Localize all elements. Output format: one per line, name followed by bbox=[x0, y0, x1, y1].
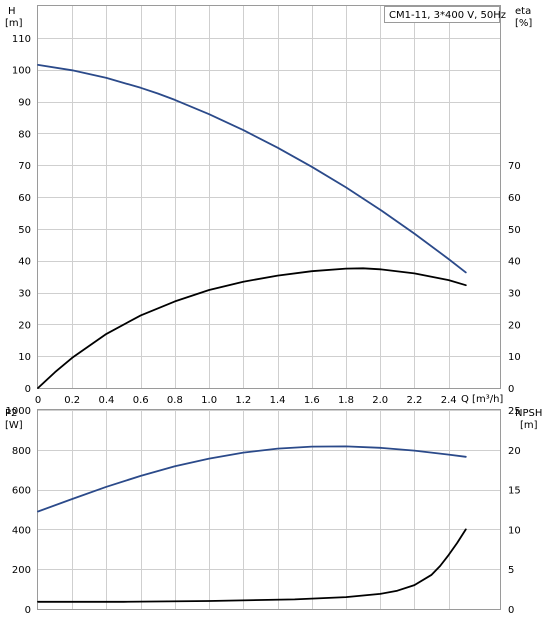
upper-left-tick-label: 40 bbox=[18, 257, 31, 268]
lower-right-tick-label: 10 bbox=[508, 525, 521, 536]
npsh-axis-title: NPSH bbox=[515, 408, 542, 419]
x-tick-label: 1.0 bbox=[201, 395, 217, 406]
lower-panel-series bbox=[37, 445, 467, 603]
upper-left-tick-label: 0 bbox=[25, 384, 31, 395]
lower-panel-ticks: 0 200 400 600 800 1000 0 5 10 15 20 25 bbox=[6, 406, 521, 616]
x-tick-label: 2.4 bbox=[441, 395, 457, 406]
upper-right-tick-label: 70 bbox=[508, 161, 521, 172]
lower-series-line-2 bbox=[37, 528, 467, 603]
x-tick-label: 1.8 bbox=[338, 395, 354, 406]
lower-right-tick-label: 5 bbox=[508, 565, 514, 576]
lower-right-tick-label: 15 bbox=[508, 486, 521, 497]
upper-right-tick-label: 10 bbox=[508, 352, 521, 363]
upper-panel-frame bbox=[37, 5, 501, 389]
upper-left-tick-label: 60 bbox=[18, 193, 31, 204]
legend-label: CM1-11, 3*400 V, 50Hz bbox=[389, 10, 506, 21]
flow-axis-title: Q [m³/h] bbox=[461, 394, 503, 405]
x-tick-label: 1.2 bbox=[235, 395, 251, 406]
lower-left-tick-label: 200 bbox=[12, 565, 31, 576]
lower-right-tick-label: 20 bbox=[508, 446, 521, 457]
head-axis-unit: [m] bbox=[5, 18, 23, 29]
power-axis-title: P2 bbox=[5, 408, 17, 419]
x-tick-label: 0.6 bbox=[133, 395, 149, 406]
x-tick-label: 0 bbox=[35, 395, 41, 406]
upper-left-tick-label: 90 bbox=[18, 98, 31, 109]
lower-left-tick-label: 800 bbox=[12, 446, 31, 457]
legend-box: CM1-11, 3*400 V, 50Hz bbox=[384, 6, 506, 23]
upper-left-tick-label: 30 bbox=[18, 289, 31, 300]
upper-left-tick-label: 50 bbox=[18, 225, 31, 236]
x-tick-label: 2.0 bbox=[372, 395, 388, 406]
lower-panel-frame bbox=[37, 409, 501, 610]
upper-right-tick-label: 50 bbox=[508, 225, 521, 236]
upper-left-tick-label: 20 bbox=[18, 320, 31, 331]
upper-left-tick-label: 80 bbox=[18, 129, 31, 140]
upper-left-tick-label: 100 bbox=[12, 66, 31, 77]
lower-panel-grid bbox=[38, 410, 500, 609]
upper-right-tick-label: 40 bbox=[508, 257, 521, 268]
lower-right-tick-label: 25 bbox=[508, 406, 521, 417]
upper-left-tick-label: 10 bbox=[18, 352, 31, 363]
lower-left-tick-label: 0 bbox=[25, 605, 31, 616]
upper-panel-series bbox=[37, 64, 467, 389]
x-tick-label: 1.6 bbox=[304, 395, 320, 406]
npsh-axis-unit: [m] bbox=[520, 420, 538, 431]
lower-right-tick-label: 0 bbox=[508, 605, 514, 616]
upper-series-line-1 bbox=[37, 64, 467, 274]
upper-right-tick-label: 20 bbox=[508, 320, 521, 331]
efficiency-axis-unit: [%] bbox=[515, 18, 532, 29]
x-tick-label: 0.4 bbox=[98, 395, 114, 406]
x-tick-label: 0.8 bbox=[167, 395, 183, 406]
upper-right-tick-label: 30 bbox=[508, 289, 521, 300]
lower-series-line-1 bbox=[37, 445, 467, 513]
x-tick-label: 1.4 bbox=[270, 395, 286, 406]
lower-left-tick-label: 600 bbox=[12, 486, 31, 497]
lower-left-tick-label: 400 bbox=[12, 525, 31, 536]
upper-left-tick-label: 70 bbox=[18, 161, 31, 172]
upper-panel-ticks: 0 10 20 30 40 50 60 70 80 90 100 110 0 10 20 30 40 50 60 70… bbox=[12, 34, 521, 406]
power-axis-unit: [W] bbox=[5, 420, 23, 431]
lower-left-tick-label: 1000 bbox=[6, 406, 31, 417]
upper-right-tick-label: 60 bbox=[508, 193, 521, 204]
x-tick-label: 0.2 bbox=[64, 395, 80, 406]
upper-series-line-2 bbox=[37, 267, 467, 389]
efficiency-axis-title: eta bbox=[515, 6, 531, 17]
upper-left-tick-label: 110 bbox=[12, 34, 31, 45]
head-axis-title: H bbox=[8, 6, 16, 17]
upper-right-tick-label: 0 bbox=[508, 384, 514, 395]
x-tick-label: 2.2 bbox=[406, 395, 422, 406]
upper-panel-grid bbox=[38, 6, 500, 388]
